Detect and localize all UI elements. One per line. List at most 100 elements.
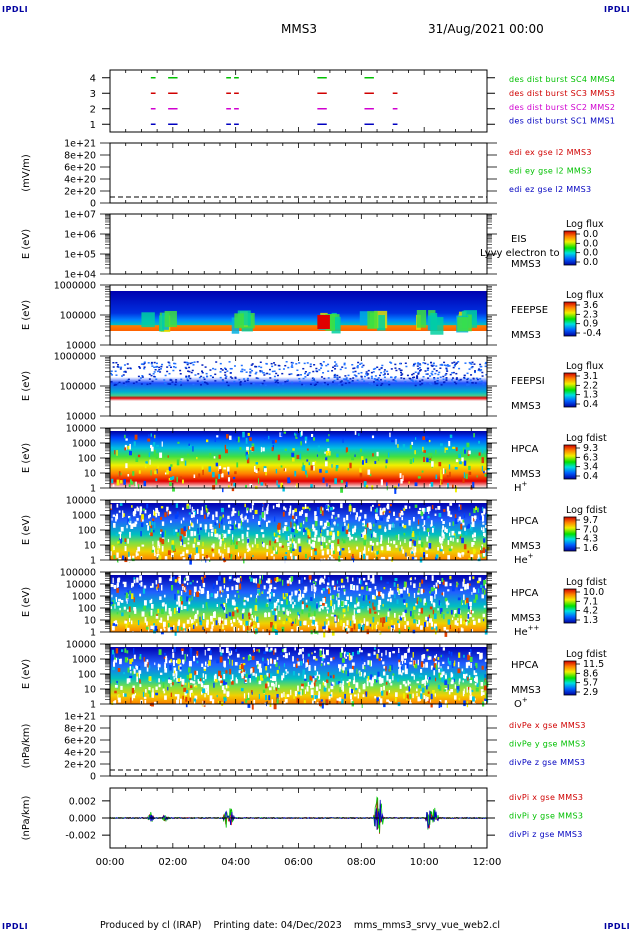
hpca-o-sample — [258, 680, 262, 685]
feepsi-sample — [453, 361, 456, 364]
hpca-h-sample — [133, 441, 136, 447]
feepsi-sample — [424, 382, 427, 384]
hpca-o-sample — [317, 676, 320, 679]
hpca-h-sample — [299, 453, 302, 460]
hpca-o-colorbar — [563, 660, 577, 696]
feepsi-sample — [390, 362, 393, 364]
hpca-o-sample — [173, 647, 176, 653]
hpca-o-sample — [252, 672, 255, 676]
hpca-he2-sample — [129, 590, 131, 595]
hpca-he2-sample — [342, 608, 346, 613]
hpca-he2-sample — [256, 616, 259, 623]
hpca-h-sample — [138, 470, 141, 474]
eis-colorbar-tick-label: 0.0 — [583, 238, 598, 249]
hpca-h-sample — [481, 448, 484, 454]
hpca-he-sample — [132, 555, 135, 561]
hpca-he2-sample — [453, 614, 455, 617]
hpca-o-sample — [286, 694, 290, 698]
hpca-he2-sample — [429, 606, 433, 610]
feepsi-sample — [215, 361, 218, 363]
hpca-he2-sample — [374, 586, 377, 590]
hpca-o-sample — [352, 690, 354, 693]
feepsi-sample — [203, 381, 206, 384]
hpca-he2-sample — [342, 626, 344, 630]
hpca-he2-sample — [137, 620, 140, 626]
hpca-he-sample — [332, 550, 335, 554]
feepsi-sample — [246, 377, 249, 380]
hpca-h-sample — [120, 480, 123, 484]
feepsi-sample — [457, 380, 460, 382]
feepsi-sample — [312, 370, 315, 373]
hpca-he2-sample — [239, 620, 243, 626]
hpca-he-sample — [244, 516, 246, 521]
hpca-he2-sample — [124, 620, 128, 624]
hpca-he2-sample — [184, 577, 186, 583]
feepsi-sample — [246, 379, 249, 382]
hpca-he-sample — [343, 517, 346, 522]
hpca-he2-sample — [424, 602, 427, 606]
hpca-he2-sample — [174, 631, 177, 636]
hpca-he2-sample — [290, 609, 292, 613]
hpca-o-sample — [267, 682, 270, 687]
hpca-he2-sample — [135, 610, 137, 613]
hpca-o-sample — [380, 658, 383, 661]
hpca-he2-sample — [219, 590, 221, 594]
hpca-h-sample — [188, 443, 190, 446]
hpca-h-sample — [359, 473, 363, 478]
hpca-he2-sample — [142, 588, 146, 594]
hpca-he-sample — [192, 511, 195, 518]
hpca-h-sample — [440, 480, 442, 485]
hpca-he2-sample — [223, 605, 225, 611]
hpca-o-sample — [433, 669, 436, 676]
hpca-he-sample — [477, 557, 481, 562]
hpca-o-sample — [251, 690, 253, 694]
hpca-o-sample — [351, 669, 354, 673]
hpca-o-sample — [421, 680, 424, 684]
feepsi-sample — [148, 378, 151, 380]
hpca-o-sample — [168, 680, 172, 684]
feepsi-sample — [443, 361, 446, 364]
hpca-h-sample — [206, 439, 209, 443]
hpca-he-sample — [182, 507, 184, 510]
feepsi-sample — [381, 383, 384, 385]
hpca-he2-sample — [346, 596, 349, 601]
hpca-o-sample — [474, 677, 476, 682]
hpca-he2-sample — [117, 602, 120, 606]
hpca-he-sample — [200, 510, 204, 515]
hpca-h-sample — [301, 431, 303, 436]
hpca-h-sample — [116, 450, 118, 456]
hpca-he-sample — [141, 544, 145, 547]
hpca-he-sample — [283, 526, 287, 532]
feepsi-sample — [345, 377, 348, 379]
feepsi-sample — [414, 380, 417, 383]
hpca-he2-sample — [155, 580, 158, 585]
hpca-h-sample — [369, 473, 372, 477]
feepsi-sample — [126, 367, 129, 370]
hpca-he-sample — [192, 543, 195, 548]
hpca-he2-sample — [301, 604, 304, 610]
hpca-he2-sample — [178, 601, 181, 607]
hpca-h-sample — [425, 436, 429, 442]
hpca-he-sample — [348, 550, 351, 554]
hpca-h-sample — [435, 449, 437, 455]
hpca-he2-sample — [189, 631, 192, 636]
hpca-o-sample — [134, 693, 137, 696]
hpca-o-sample — [297, 691, 301, 695]
hpca-he2-sample — [347, 606, 349, 612]
hpca-he-sample — [232, 534, 234, 540]
hpca-o-sample — [149, 702, 152, 707]
feepsi-sample — [269, 377, 272, 379]
hpca-he-sample — [482, 552, 486, 557]
feepsi-sample — [274, 381, 277, 384]
hpca-he-sample — [151, 528, 153, 533]
hpca-he2-sample — [317, 630, 319, 635]
hpca-he2-ylabel: E (eV) — [21, 587, 32, 617]
hpca-he-sample — [167, 550, 171, 556]
hpca-he2-sample — [426, 621, 429, 627]
hpca-h-sample — [310, 484, 313, 489]
hpca-he-sample — [326, 530, 329, 536]
hpca-he-sample — [411, 527, 413, 534]
hpca-h-sample — [247, 432, 250, 436]
hpca-he-sample — [292, 543, 294, 549]
feepsi-sample — [380, 384, 383, 387]
